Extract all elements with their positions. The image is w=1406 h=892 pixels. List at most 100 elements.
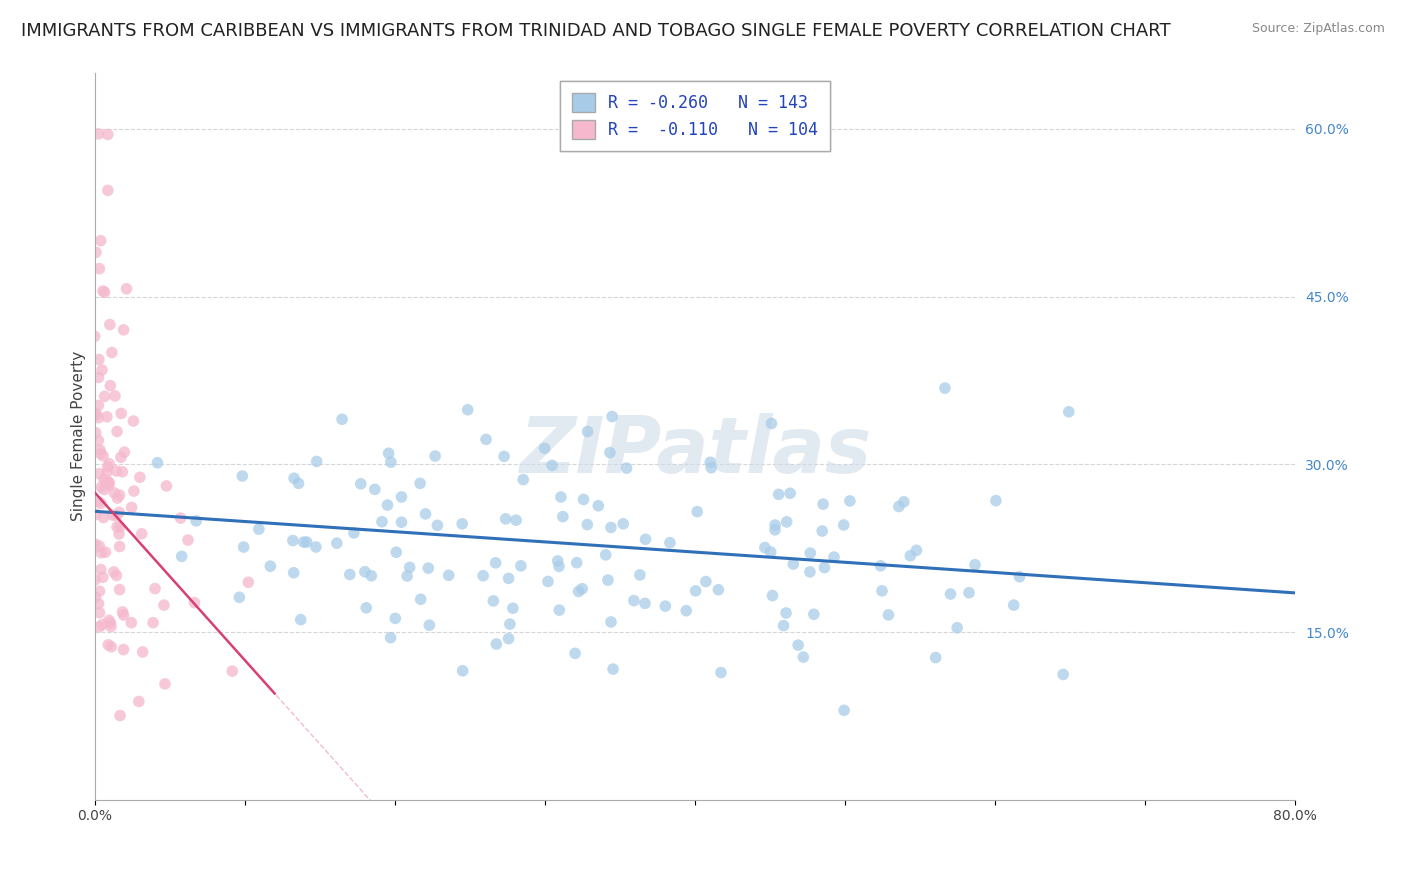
Point	[232, 540, 254, 554]
Point	[183, 596, 205, 610]
Point	[89, 443, 111, 458]
Point	[326, 536, 349, 550]
Point	[541, 458, 564, 473]
Point	[905, 543, 928, 558]
Point	[170, 549, 193, 564]
Point	[105, 568, 128, 582]
Point	[90, 563, 112, 577]
Point	[775, 606, 797, 620]
Point	[870, 583, 893, 598]
Point	[259, 559, 281, 574]
Point	[877, 607, 900, 622]
Point	[391, 490, 413, 504]
Point	[142, 615, 165, 630]
Point	[457, 402, 479, 417]
Point	[396, 569, 419, 583]
Point	[155, 479, 177, 493]
Point	[87, 370, 110, 384]
Point	[699, 455, 721, 469]
Point	[509, 558, 531, 573]
Point	[494, 450, 516, 464]
Point	[292, 535, 315, 549]
Point	[87, 410, 110, 425]
Point	[84, 406, 107, 420]
Legend: R = -0.260   N = 143, R =  -0.110   N = 104: R = -0.260 N = 143, R = -0.110 N = 104	[560, 81, 830, 151]
Point	[799, 565, 821, 579]
Point	[89, 261, 111, 276]
Point	[377, 446, 399, 460]
Point	[602, 662, 624, 676]
Point	[84, 425, 107, 440]
Point	[1052, 667, 1074, 681]
Point	[634, 533, 657, 547]
Point	[409, 592, 432, 607]
Point	[1057, 405, 1080, 419]
Point	[761, 589, 783, 603]
Point	[91, 284, 114, 298]
Point	[84, 245, 107, 260]
Point	[548, 559, 571, 574]
Point	[775, 515, 797, 529]
Point	[87, 434, 110, 448]
Point	[576, 425, 599, 439]
Point	[103, 565, 125, 579]
Point	[131, 645, 153, 659]
Point	[108, 540, 131, 554]
Point	[380, 631, 402, 645]
Point	[924, 650, 946, 665]
Point	[305, 454, 328, 468]
Point	[485, 637, 508, 651]
Point	[761, 417, 783, 431]
Point	[763, 523, 786, 537]
Point	[595, 548, 617, 562]
Point	[787, 638, 810, 652]
Point	[100, 615, 122, 630]
Point	[104, 389, 127, 403]
Point	[93, 472, 115, 486]
Point	[97, 183, 120, 197]
Point	[658, 535, 681, 549]
Point	[128, 694, 150, 708]
Point	[89, 584, 111, 599]
Point	[84, 537, 107, 551]
Point	[695, 574, 717, 589]
Point	[548, 603, 571, 617]
Point	[238, 575, 260, 590]
Point	[823, 550, 845, 565]
Point	[409, 476, 432, 491]
Point	[551, 509, 574, 524]
Point	[782, 557, 804, 571]
Point	[283, 471, 305, 485]
Point	[451, 664, 474, 678]
Point	[105, 425, 128, 439]
Point	[295, 535, 318, 549]
Point	[512, 473, 534, 487]
Point	[898, 549, 921, 563]
Point	[423, 449, 446, 463]
Point	[221, 664, 243, 678]
Point	[108, 520, 131, 534]
Point	[502, 601, 524, 615]
Point	[100, 620, 122, 634]
Point	[108, 505, 131, 519]
Point	[111, 465, 134, 479]
Point	[90, 546, 112, 560]
Point	[963, 558, 986, 572]
Point	[418, 561, 440, 575]
Point	[482, 594, 505, 608]
Point	[105, 491, 128, 505]
Point	[122, 414, 145, 428]
Point	[98, 457, 121, 471]
Point	[186, 514, 208, 528]
Point	[228, 591, 250, 605]
Point	[330, 412, 353, 426]
Point	[93, 510, 115, 524]
Text: Source: ZipAtlas.com: Source: ZipAtlas.com	[1251, 22, 1385, 36]
Point	[93, 285, 115, 300]
Point	[371, 515, 394, 529]
Point	[89, 620, 111, 634]
Point	[779, 486, 801, 500]
Point	[108, 488, 131, 502]
Y-axis label: Single Female Poverty: Single Female Poverty	[72, 351, 86, 522]
Point	[89, 606, 111, 620]
